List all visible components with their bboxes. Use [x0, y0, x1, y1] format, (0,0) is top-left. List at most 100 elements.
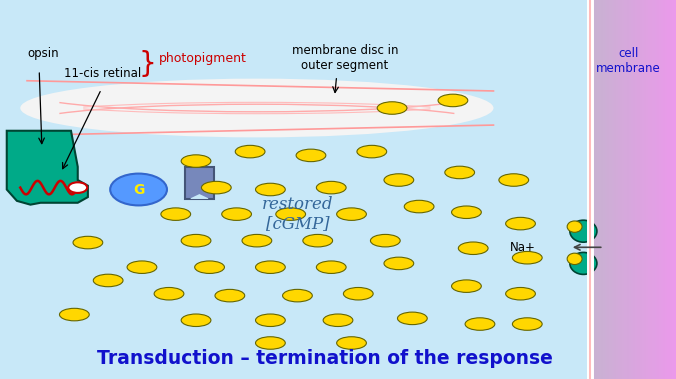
Bar	[597, 0, 599, 379]
Text: cell
membrane: cell membrane	[596, 47, 661, 75]
Bar	[639, 0, 642, 379]
Ellipse shape	[283, 290, 312, 302]
Ellipse shape	[73, 236, 103, 249]
Ellipse shape	[20, 79, 493, 138]
Bar	[644, 0, 646, 379]
Bar	[665, 0, 667, 379]
Ellipse shape	[256, 314, 285, 326]
Ellipse shape	[512, 252, 542, 264]
Bar	[599, 0, 601, 379]
Ellipse shape	[323, 314, 353, 326]
Ellipse shape	[222, 208, 251, 221]
Circle shape	[110, 174, 167, 205]
Bar	[610, 0, 612, 379]
Bar	[631, 0, 633, 379]
Text: G: G	[133, 183, 144, 196]
Ellipse shape	[303, 234, 333, 247]
Circle shape	[68, 182, 87, 193]
Ellipse shape	[357, 145, 387, 158]
Ellipse shape	[452, 280, 481, 293]
Bar	[594, 0, 597, 379]
Ellipse shape	[242, 234, 272, 247]
Ellipse shape	[570, 252, 597, 274]
Bar	[652, 0, 654, 379]
Bar	[659, 0, 661, 379]
Text: opsin: opsin	[27, 47, 59, 60]
Ellipse shape	[59, 309, 89, 321]
Bar	[674, 0, 676, 379]
Ellipse shape	[256, 337, 285, 349]
Ellipse shape	[337, 337, 366, 349]
Bar	[601, 0, 603, 379]
Ellipse shape	[452, 206, 481, 218]
Bar	[623, 0, 625, 379]
Bar	[620, 0, 623, 379]
Bar	[185, 167, 214, 199]
Bar	[618, 0, 620, 379]
Text: restored
[cGMP]: restored [cGMP]	[262, 196, 333, 232]
Ellipse shape	[181, 234, 211, 247]
Text: 11-cis retinal: 11-cis retinal	[64, 67, 141, 80]
Ellipse shape	[181, 314, 211, 326]
Ellipse shape	[397, 312, 427, 324]
Ellipse shape	[570, 220, 597, 242]
Bar	[616, 0, 618, 379]
Text: Transduction – termination of the response: Transduction – termination of the respon…	[97, 349, 552, 368]
Bar	[603, 0, 605, 379]
Bar	[612, 0, 614, 379]
Ellipse shape	[404, 200, 434, 213]
Ellipse shape	[506, 288, 535, 300]
Bar	[663, 0, 665, 379]
Bar	[627, 0, 629, 379]
Bar	[592, 0, 594, 379]
Bar	[625, 0, 627, 379]
Ellipse shape	[235, 145, 265, 158]
Bar	[605, 0, 607, 379]
Ellipse shape	[506, 217, 535, 230]
Bar	[642, 0, 644, 379]
Bar	[650, 0, 652, 379]
Bar	[629, 0, 631, 379]
Bar	[633, 0, 635, 379]
Text: Na+: Na+	[510, 241, 536, 254]
Text: photopigment: photopigment	[159, 52, 247, 65]
Ellipse shape	[181, 155, 211, 168]
Polygon shape	[191, 194, 208, 199]
Ellipse shape	[567, 221, 582, 232]
Ellipse shape	[161, 208, 191, 221]
Bar	[667, 0, 669, 379]
Ellipse shape	[256, 183, 285, 196]
Polygon shape	[7, 131, 88, 205]
Bar	[646, 0, 648, 379]
Bar	[672, 0, 674, 379]
Ellipse shape	[458, 242, 488, 255]
Ellipse shape	[93, 274, 123, 287]
Ellipse shape	[499, 174, 529, 186]
Ellipse shape	[370, 234, 400, 247]
Ellipse shape	[316, 261, 346, 274]
Ellipse shape	[438, 94, 468, 107]
Ellipse shape	[316, 182, 346, 194]
Ellipse shape	[215, 290, 245, 302]
Bar	[654, 0, 656, 379]
Ellipse shape	[337, 208, 366, 221]
Ellipse shape	[377, 102, 407, 114]
Ellipse shape	[445, 166, 475, 179]
Ellipse shape	[256, 261, 285, 274]
Bar	[590, 0, 592, 379]
Bar	[661, 0, 663, 379]
Bar	[614, 0, 616, 379]
Bar	[669, 0, 672, 379]
Ellipse shape	[567, 253, 582, 265]
Ellipse shape	[343, 288, 373, 300]
Ellipse shape	[195, 261, 224, 274]
Bar	[648, 0, 650, 379]
Ellipse shape	[154, 288, 184, 300]
Ellipse shape	[201, 182, 231, 194]
Bar	[637, 0, 639, 379]
Ellipse shape	[296, 149, 326, 162]
Text: }: }	[139, 50, 156, 78]
Ellipse shape	[465, 318, 495, 330]
Bar	[607, 0, 610, 379]
Ellipse shape	[276, 208, 306, 221]
